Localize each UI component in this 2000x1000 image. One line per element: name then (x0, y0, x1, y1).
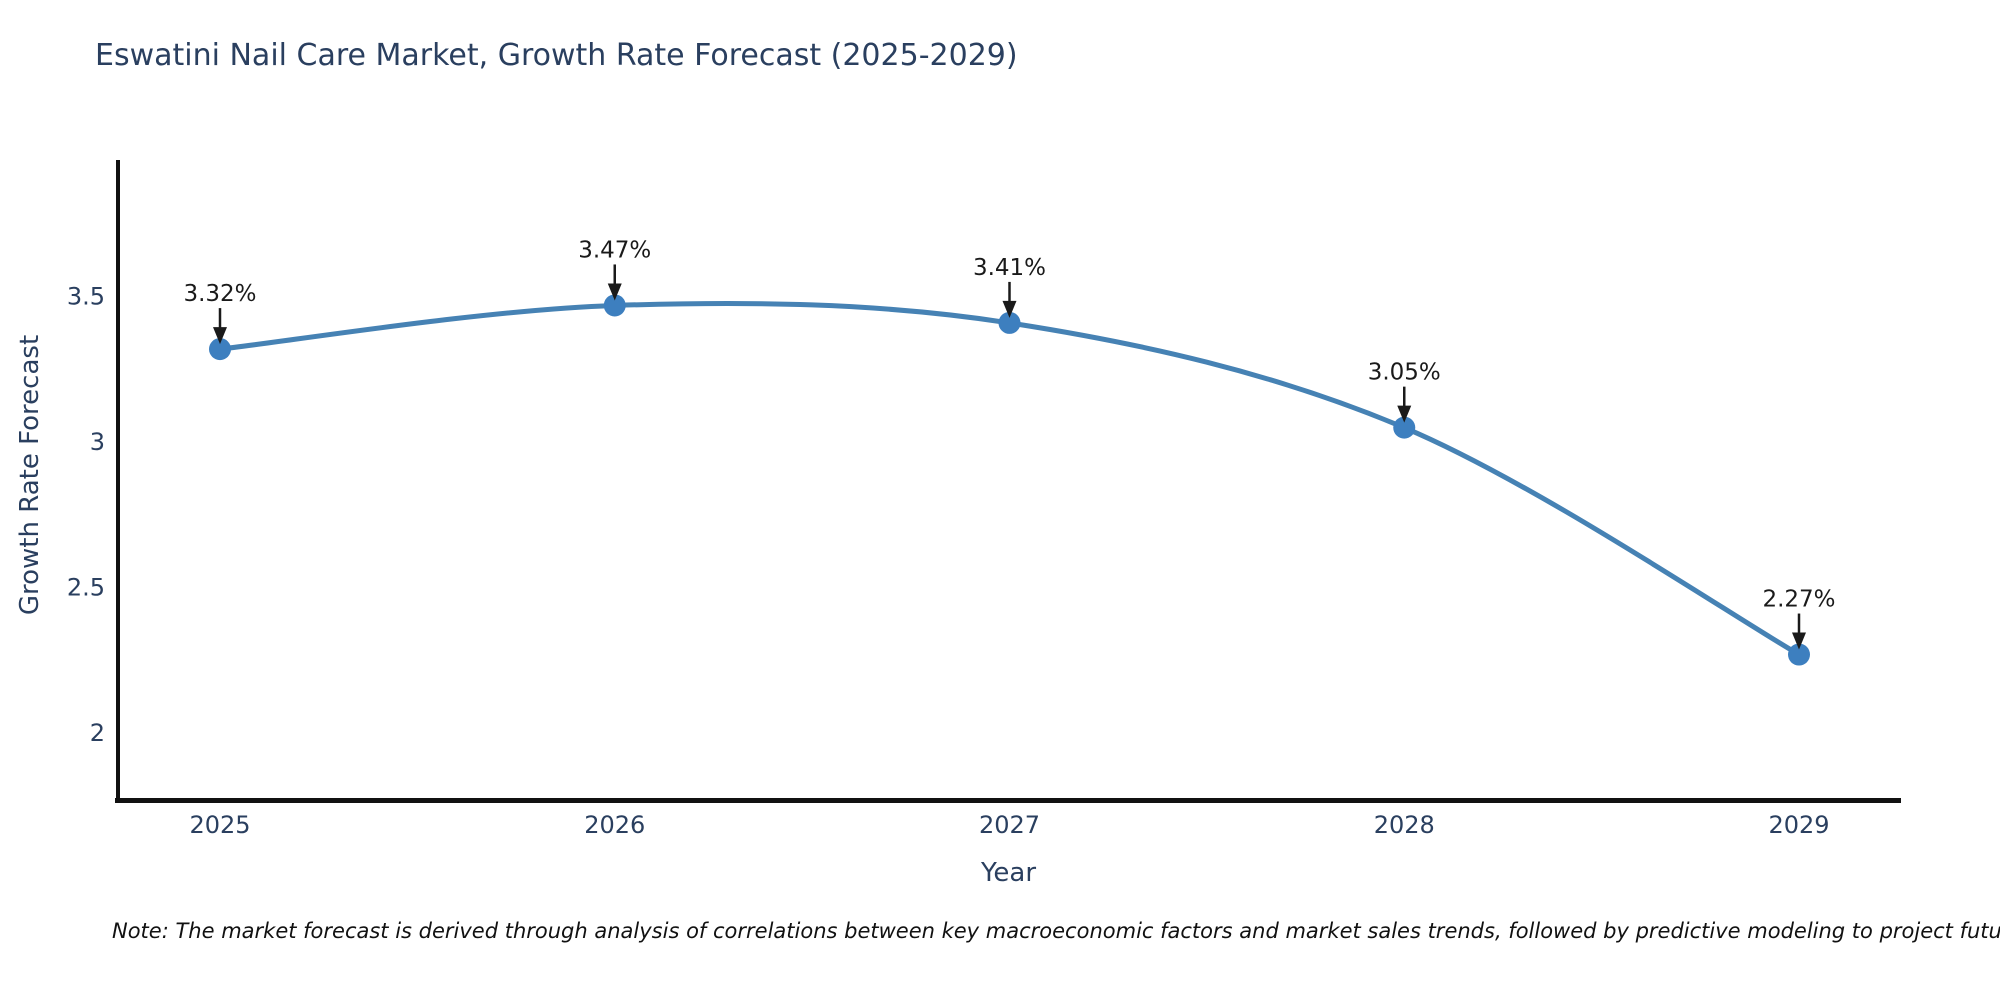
x-tick-label: 2025 (189, 811, 250, 839)
data-point-marker (209, 338, 231, 361)
data-point-label: 3.05% (1368, 360, 1441, 386)
y-tick-label: 3.5 (67, 283, 105, 311)
data-point-marker (1788, 643, 1810, 666)
y-tick-label: 2.5 (67, 574, 105, 602)
y-axis-spine (116, 160, 120, 800)
data-point-marker (998, 311, 1021, 334)
x-axis-spine (115, 798, 1901, 803)
x-tick-label: 2026 (584, 811, 645, 839)
footnote: Note: The market forecast is derived thr… (112, 919, 2000, 943)
data-point-label: 3.41% (973, 255, 1046, 281)
x-tick-label: 2027 (979, 811, 1040, 839)
annotation-arrowhead (1792, 632, 1806, 650)
data-point-label: 2.27% (1762, 587, 1835, 613)
x-axis-label: Year (980, 858, 1037, 888)
y-axis-label: Growth Rate Forecast (15, 334, 45, 616)
annotation-arrowhead (1002, 300, 1017, 318)
forecast-line (219, 300, 1801, 657)
annotation-arrowhead (213, 327, 227, 345)
y-tick-label: 3 (90, 428, 105, 456)
y-tick-label: 2 (90, 719, 105, 747)
data-point-label: 3.47% (578, 237, 651, 263)
x-tick-label: 2029 (1768, 811, 1829, 839)
annotation-arrowhead (607, 283, 622, 301)
data-point-label: 3.32% (183, 281, 256, 307)
chart-title: Eswatini Nail Care Market, Growth Rate F… (95, 38, 1018, 73)
data-point-marker (1393, 416, 1416, 439)
data-point-marker (603, 294, 626, 317)
x-tick-label: 2028 (1374, 811, 1435, 839)
annotation-arrowhead (1397, 405, 1412, 423)
